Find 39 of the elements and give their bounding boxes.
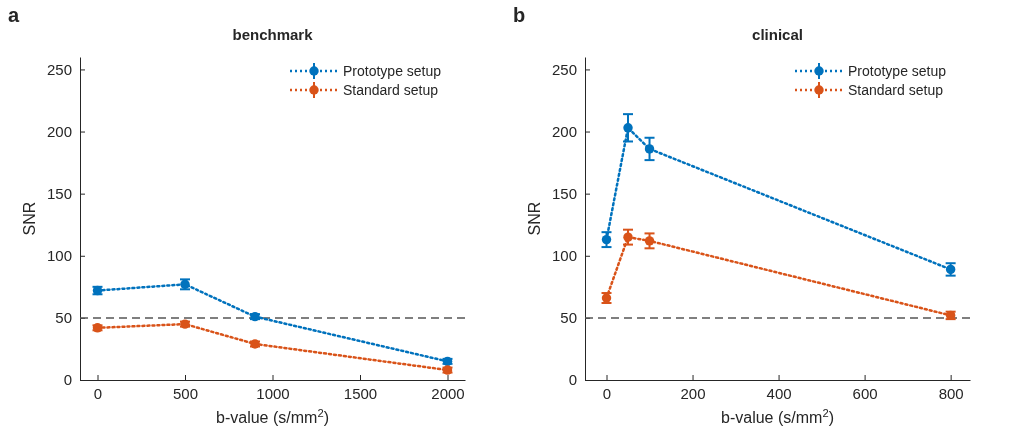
y-tick-label: 150 [46, 184, 72, 202]
legend-label: Prototype setup [848, 63, 947, 79]
x-axis-title: b-value (s/mm$^{2}$) [721, 407, 834, 426]
y-axis-title: SNR [21, 201, 38, 236]
text: b [513, 4, 526, 26]
x-tick-label: 200 [680, 384, 706, 402]
legend-label: Standard setup [343, 82, 439, 98]
x-tick-label: 800 [938, 384, 964, 402]
legend-label: Standard setup [848, 82, 944, 98]
y-tick-label: 250 [46, 60, 72, 78]
y-tick-label: 100 [551, 247, 577, 265]
x-tick-label: 0 [602, 384, 612, 402]
legend-label: Prototype setup [343, 63, 442, 79]
x-tick-label: 600 [852, 384, 878, 402]
x-tick-label: 1500 [343, 384, 378, 402]
point [623, 123, 633, 133]
chart-title: benchmark [232, 26, 314, 43]
x-tick-label: 400 [766, 384, 792, 402]
x-tick-label: 500 [172, 384, 199, 402]
text: a [8, 4, 20, 26]
y-axis-title: SNR [526, 201, 543, 236]
x-tick-label: 1000 [256, 384, 290, 402]
y-tick-label: 150 [551, 184, 577, 202]
y-tick-label: 50 [55, 309, 72, 327]
x-tick-label: 2000 [431, 384, 465, 402]
chart-title: clinical [752, 26, 803, 43]
y-tick-label: 0 [63, 371, 72, 389]
point [601, 234, 612, 245]
y-tick-label: 0 [568, 371, 577, 389]
point [644, 236, 655, 246]
y-tick-label: 200 [46, 122, 72, 140]
x-axis-title: b-value (s/mm$^{2}$) [216, 407, 329, 426]
y-tick-label: 250 [551, 60, 577, 78]
point [644, 144, 655, 154]
x-tick-label: 0 [93, 384, 103, 402]
y-tick-label: 200 [551, 122, 577, 140]
point [623, 232, 633, 242]
y-tick-label: 50 [560, 309, 577, 327]
y-tick-label: 100 [46, 247, 72, 265]
